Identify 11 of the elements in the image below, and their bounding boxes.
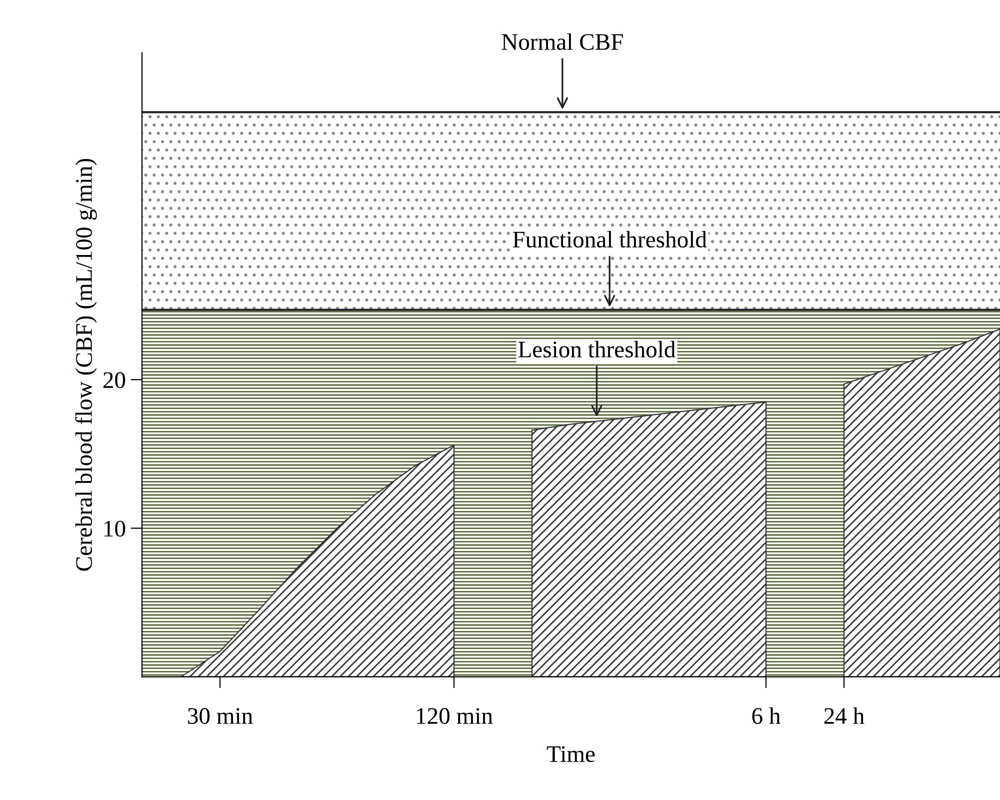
y-tick-label: 10 xyxy=(104,520,126,537)
y-axis-title: Cerebral blood flow (CBF) (mL/100 g/min) xyxy=(75,158,97,571)
x-tick-label: 30 min xyxy=(188,708,253,724)
ref-line-label: Functional threshold xyxy=(512,230,707,248)
x-tick-label: 120 min xyxy=(417,708,493,724)
x-tick-label: 6 h xyxy=(752,707,780,724)
x-axis-title: Time xyxy=(546,746,595,762)
x-tick-label: 24 h xyxy=(824,707,864,724)
ref-line-label: Normal CBF xyxy=(502,33,623,50)
y-tick-label: 20 xyxy=(103,372,126,388)
annotation: Lesion threshold xyxy=(518,340,676,358)
